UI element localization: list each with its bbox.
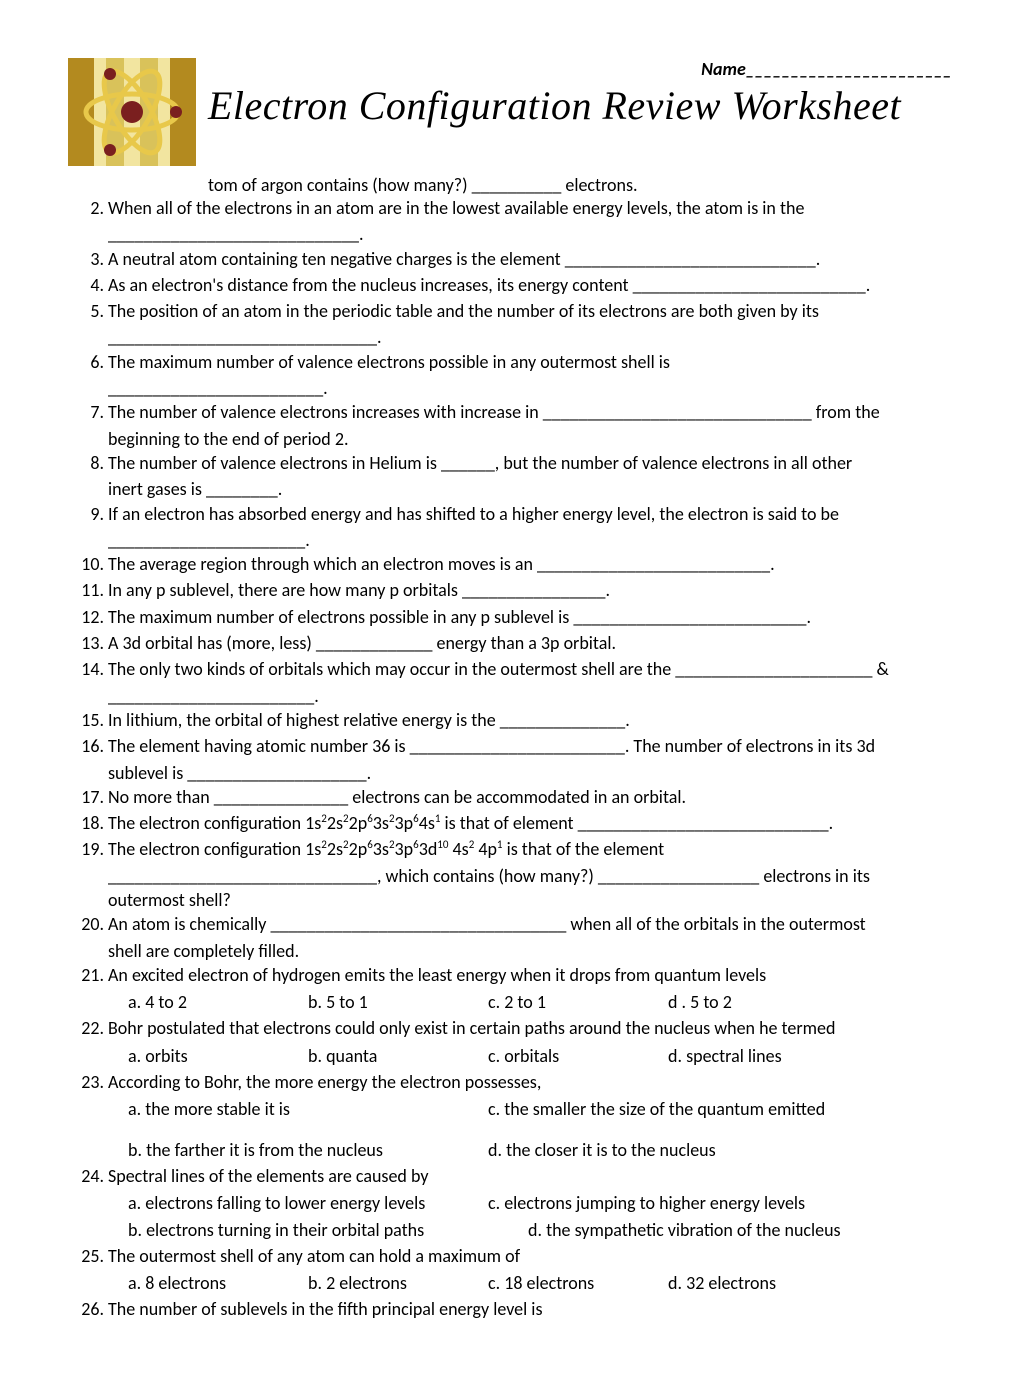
q25-opt-a: a. 8 electrons <box>128 1270 308 1297</box>
q23-opt-d: d. the closer it is to the nucleus <box>488 1137 908 1164</box>
q22-num: 22. <box>68 1016 108 1040</box>
q25-opt-c: c. 18 electrons <box>488 1270 668 1297</box>
question-list: tom of argon contains (how many?) ______… <box>68 174 952 1322</box>
q3-num: 3. <box>68 247 108 271</box>
q24-options-2: b. electrons turning in their orbital pa… <box>128 1217 952 1244</box>
q23-opt-a: a. the more stable it is <box>128 1096 488 1123</box>
q1-text: tom of argon contains (how many?) ______… <box>208 174 952 196</box>
q21-options: a. 4 to 2 b. 5 to 1 c. 2 to 1 d . 5 to 2 <box>128 989 952 1016</box>
name-field: Name_______________________ <box>208 58 952 80</box>
q25-opt-d: d. 32 electrons <box>668 1270 848 1297</box>
page-title: Electron Configuration Review Worksheet <box>208 82 952 129</box>
q15-num: 15. <box>68 708 108 732</box>
q21-opt-b: b. 5 to 1 <box>308 989 488 1016</box>
q22-opt-a: a. orbits <box>128 1043 308 1070</box>
q7-text: The number of valence electrons increase… <box>108 400 952 424</box>
q20-text: An atom is chemically __________________… <box>108 912 952 936</box>
q11-num: 11. <box>68 578 108 602</box>
q6-cont: ________________________. <box>108 376 952 400</box>
q23-opt-c: c. the smaller the size of the quantum e… <box>488 1096 908 1123</box>
q23-opt-b: b. the farther it is from the nucleus <box>128 1137 488 1164</box>
q12-text: The maximum number of electrons possible… <box>108 605 952 629</box>
q24-num: 24. <box>68 1164 108 1188</box>
q10-text: The average region through which an elec… <box>108 552 952 576</box>
q8-text: The number of valence electrons in Heliu… <box>108 451 952 475</box>
q22-opt-d: d. spectral lines <box>668 1043 848 1070</box>
q25-num: 25. <box>68 1244 108 1268</box>
q21-opt-d: d . 5 to 2 <box>668 989 848 1016</box>
q7-num: 7. <box>68 400 108 424</box>
q20-cont: shell are completely filled. <box>108 939 952 963</box>
q11-text: In any p sublevel, there are how many p … <box>108 578 952 602</box>
q12-num: 12. <box>68 605 108 629</box>
q2-num: 2. <box>68 196 108 220</box>
q22-text: Bohr postulated that electrons could onl… <box>108 1016 952 1040</box>
q6-num: 6. <box>68 350 108 374</box>
q18-num: 18. <box>68 811 108 835</box>
q7-cont: beginning to the end of period 2. <box>108 427 952 451</box>
q21-opt-a: a. 4 to 2 <box>128 989 308 1016</box>
q16-num: 16. <box>68 734 108 758</box>
q21-num: 21. <box>68 963 108 987</box>
q25-text: The outermost shell of any atom can hold… <box>108 1244 952 1268</box>
q19-text: The electron configuration 1s22s22p63s23… <box>108 837 952 861</box>
q5-text: The position of an atom in the periodic … <box>108 299 952 323</box>
q21-opt-c: c. 2 to 1 <box>488 989 668 1016</box>
q19-num: 19. <box>68 837 108 861</box>
q23-num: 23. <box>68 1070 108 1094</box>
name-label: Name <box>701 58 746 80</box>
q4-num: 4. <box>68 273 108 297</box>
q20-num: 20. <box>68 912 108 936</box>
q21-text: An excited electron of hydrogen emits th… <box>108 963 952 987</box>
q24-opt-c: c. electrons jumping to higher energy le… <box>488 1190 908 1217</box>
q6-text: The maximum number of valence electrons … <box>108 350 952 374</box>
q17-text: No more than _______________ electrons c… <box>108 785 952 809</box>
q25-opt-b: b. 2 electrons <box>308 1270 488 1297</box>
q9-text: If an electron has absorbed energy and h… <box>108 502 952 526</box>
q18-text: The electron configuration 1s22s22p63s23… <box>108 811 952 835</box>
q24-text: Spectral lines of the elements are cause… <box>108 1164 952 1188</box>
q14-cont: _______________________. <box>108 684 952 708</box>
atom-icon <box>68 58 196 166</box>
q24-opt-b: b. electrons turning in their orbital pa… <box>128 1217 488 1244</box>
q9-cont: ______________________. <box>108 528 952 552</box>
q24-opt-d: d. the sympathetic vibration of the nucl… <box>528 1217 948 1244</box>
q13-text: A 3d orbital has (more, less) __________… <box>108 631 952 655</box>
q25-options: a. 8 electrons b. 2 electrons c. 18 elec… <box>128 1270 952 1297</box>
q23-options-1: a. the more stable it is c. the smaller … <box>128 1096 952 1123</box>
q9-num: 9. <box>68 502 108 526</box>
q2-text: When all of the electrons in an atom are… <box>108 196 952 220</box>
q22-opt-b: b. quanta <box>308 1043 488 1070</box>
q22-options: a. orbits b. quanta c. orbitals d. spect… <box>128 1043 952 1070</box>
q19-cont2: outermost shell? <box>108 888 952 912</box>
q10-num: 10. <box>68 552 108 576</box>
name-blank: _______________________ <box>746 58 952 80</box>
q26-text: The number of sublevels in the fifth pri… <box>108 1297 952 1321</box>
q22-opt-c: c. orbitals <box>488 1043 668 1070</box>
q17-num: 17. <box>68 785 108 809</box>
q8-cont: inert gases is ________. <box>108 477 952 501</box>
q14-text: The only two kinds of orbitals which may… <box>108 657 952 681</box>
q3-text: A neutral atom containing ten negative c… <box>108 247 952 271</box>
q26-num: 26. <box>68 1297 108 1321</box>
q23-options-2: b. the farther it is from the nucleus d.… <box>128 1137 952 1164</box>
q5-cont: ______________________________. <box>108 325 952 349</box>
q4-text: As an electron's distance from the nucle… <box>108 273 952 297</box>
q8-num: 8. <box>68 451 108 475</box>
q23-text: According to Bohr, the more energy the e… <box>108 1070 952 1094</box>
q16-cont: sublevel is ____________________. <box>108 761 952 785</box>
q24-options-1: a. electrons falling to lower energy lev… <box>128 1190 952 1217</box>
q14-num: 14. <box>68 657 108 681</box>
q2-cont: ____________________________. <box>108 222 952 246</box>
q15-text: In lithium, the orbital of highest relat… <box>108 708 952 732</box>
q24-opt-a: a. electrons falling to lower energy lev… <box>128 1190 488 1217</box>
q16-text: The element having atomic number 36 is _… <box>108 734 952 758</box>
q13-num: 13. <box>68 631 108 655</box>
q19-cont1: ______________________________, which co… <box>108 864 952 888</box>
q5-num: 5. <box>68 299 108 323</box>
